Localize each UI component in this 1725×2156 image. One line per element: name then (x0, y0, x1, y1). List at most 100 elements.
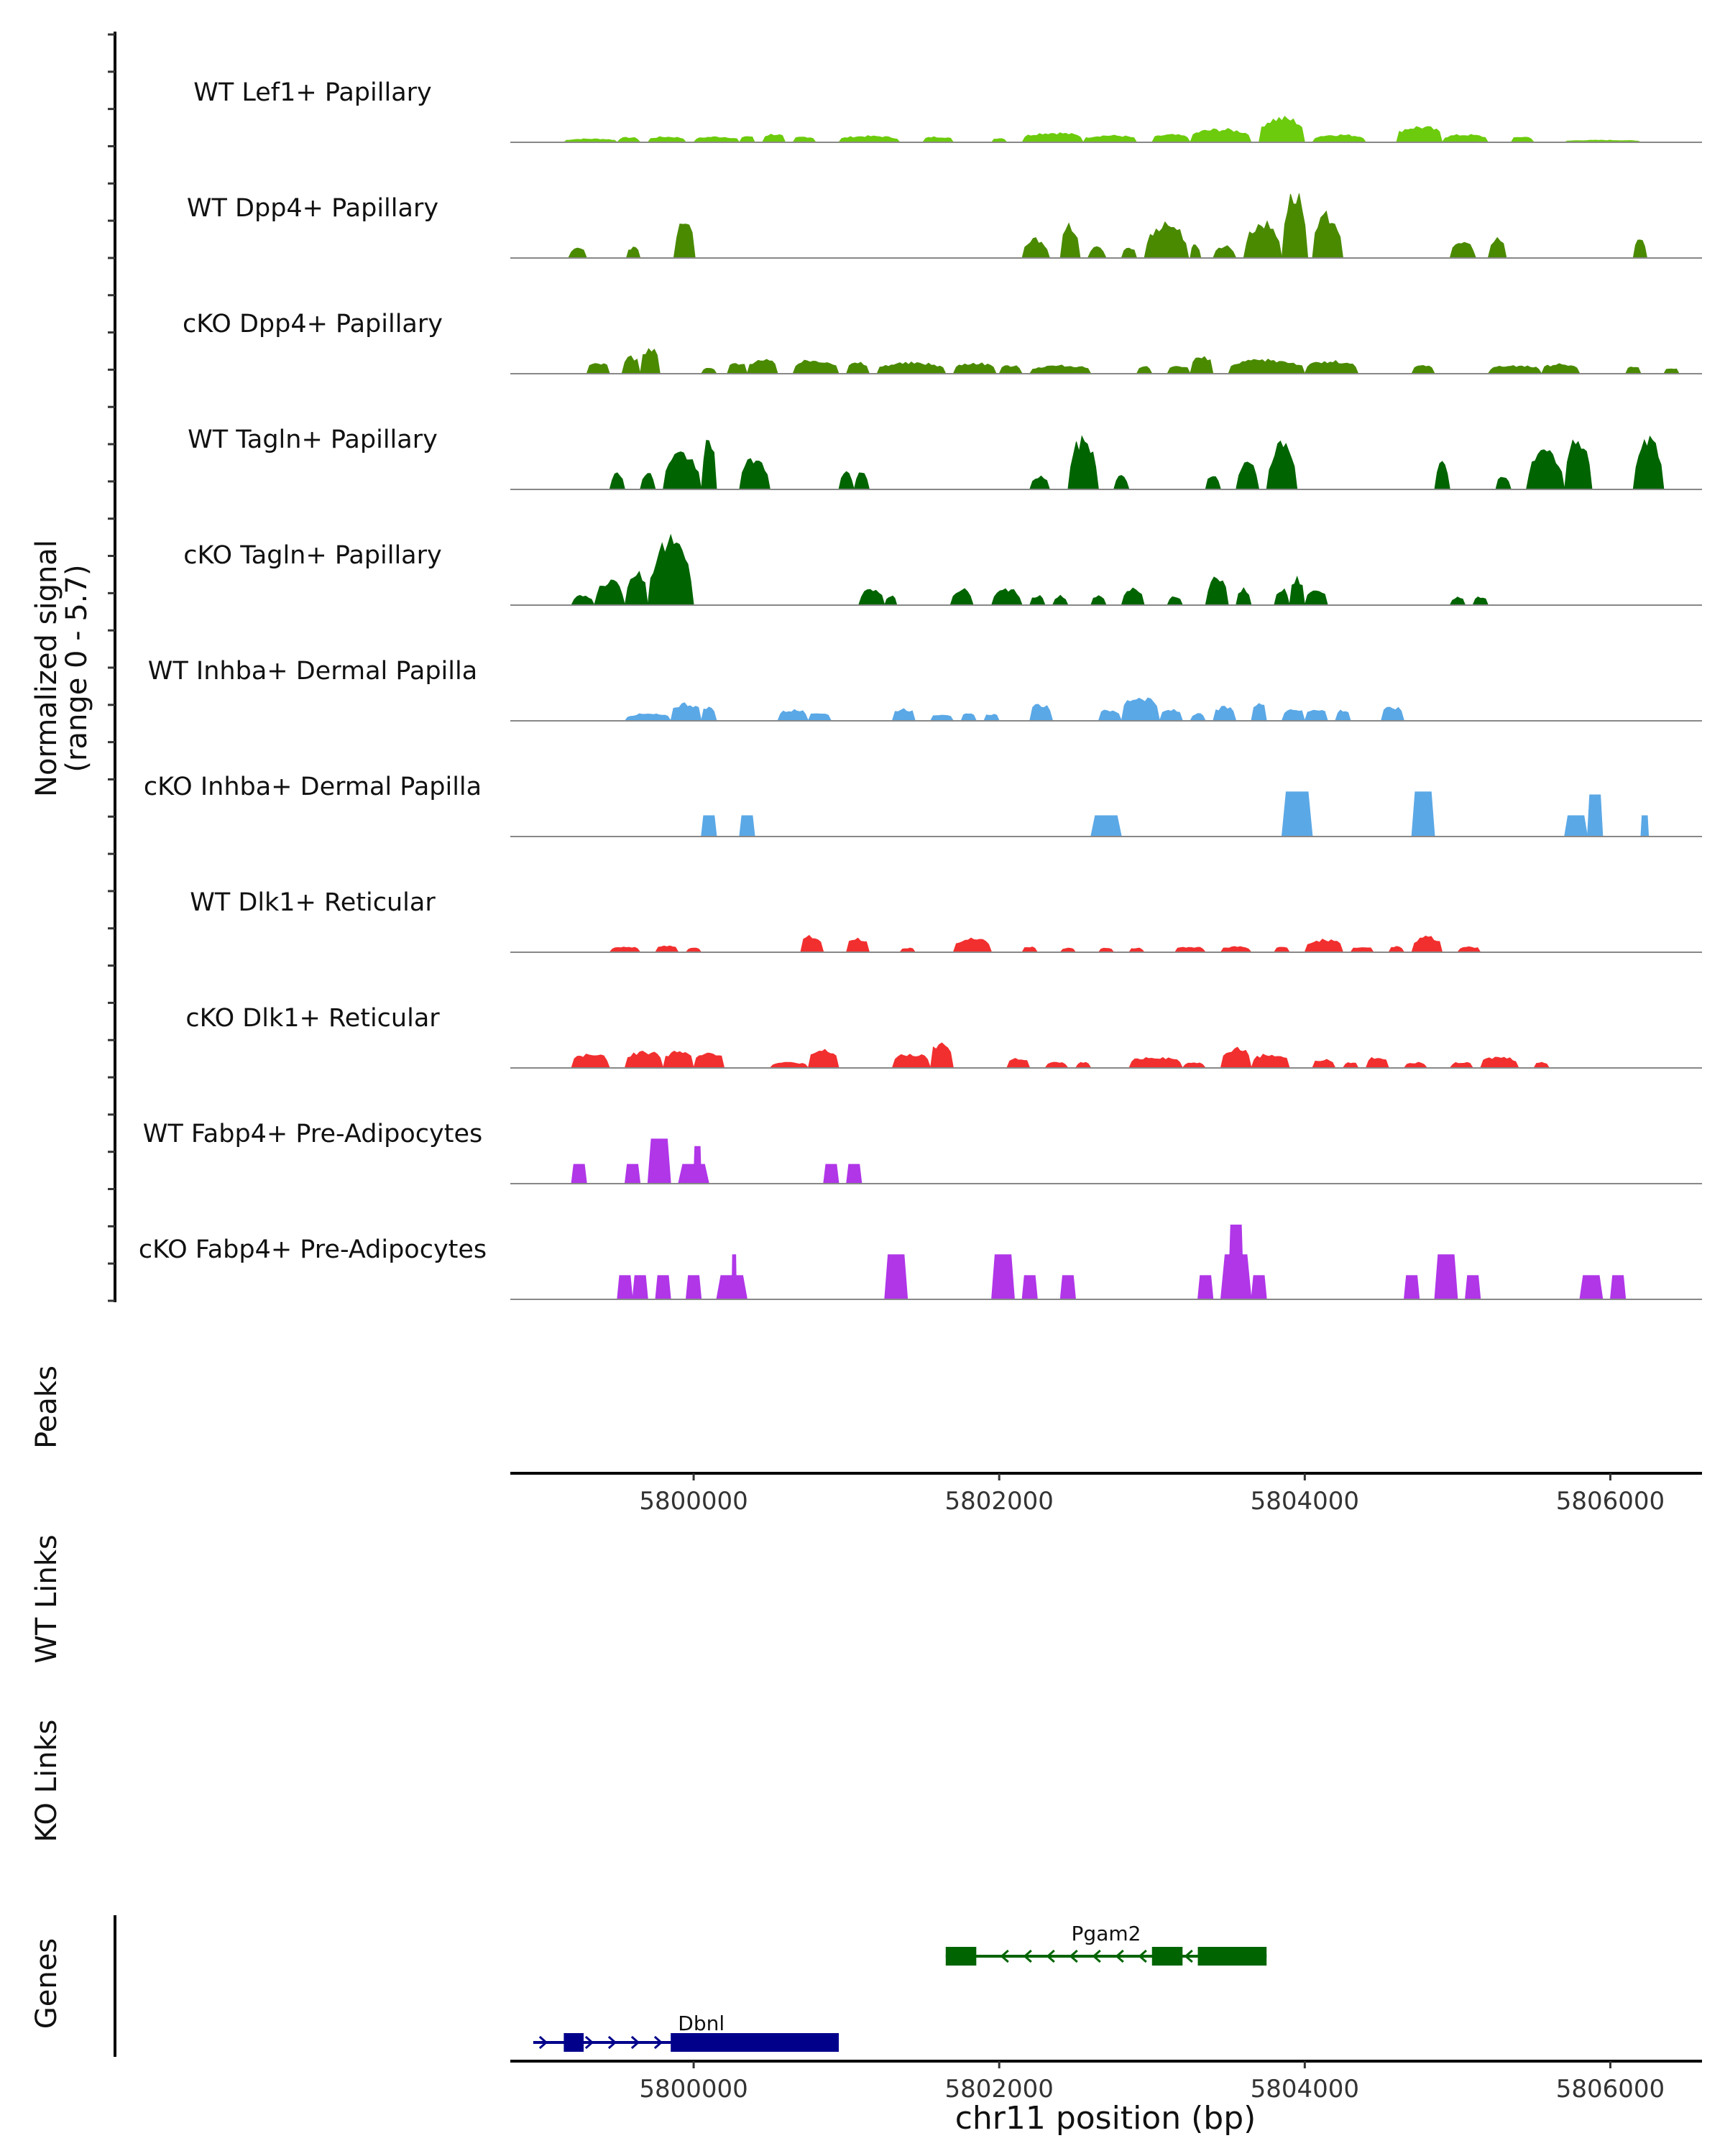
coverage-peak (1281, 709, 1305, 722)
track-label: cKO Dlk1+ Reticular (185, 1004, 440, 1033)
track-2: WT Dpp4+ Papillary (187, 193, 1702, 259)
coverage-peak (846, 1164, 862, 1184)
coverage-peak (1021, 946, 1038, 953)
coverage-peak (1174, 946, 1207, 953)
coverage-peak (617, 137, 641, 143)
coverage-peak (1098, 709, 1123, 722)
coverage-peak (1044, 1061, 1069, 1069)
gene-annotations: Pgam2 Dbnl (533, 1922, 1267, 2052)
strand-arrow-icon (1184, 1949, 1193, 1963)
coverage-peak (568, 247, 588, 259)
coverage-peak (1304, 360, 1359, 374)
gene-exon (945, 1947, 977, 1966)
coverage-peak (800, 934, 824, 953)
coverage-peak (1205, 476, 1221, 490)
coverage-peak (1251, 1275, 1267, 1300)
coverage-peak (1059, 222, 1081, 259)
coverage-peak (670, 702, 702, 722)
coverage-peak (609, 472, 625, 490)
coverage-peak (983, 714, 1000, 722)
gene-label: Pgam2 (1072, 1922, 1141, 1945)
coverage-peak (1190, 128, 1252, 143)
coverage-peak (1236, 461, 1260, 490)
coverage-peak (1632, 239, 1648, 259)
coverage-peak (1312, 134, 1367, 143)
coverage-peak (1289, 575, 1305, 606)
coverage-peak (1090, 815, 1122, 837)
coverage-peak (624, 713, 672, 722)
coverage-peak (1167, 366, 1191, 374)
x-axis-title: chr11 position (bp) (955, 2100, 1256, 2137)
coverage-peak (1274, 588, 1290, 606)
coverage-peak (1121, 697, 1161, 722)
coverage-peak (1579, 1275, 1604, 1300)
coverage-peak (853, 472, 870, 490)
coverage-peak (845, 361, 870, 374)
coverage-peak (1441, 134, 1489, 143)
coverage-peak (1006, 1058, 1031, 1069)
coverage-peak (770, 1061, 809, 1069)
coverage-peak (1220, 1046, 1252, 1069)
track-9: cKO Dlk1+ Reticular (185, 1004, 1702, 1069)
coverage-peak (1403, 1275, 1420, 1300)
coverage-peak (1312, 210, 1344, 259)
signal-y-axis (108, 32, 116, 1302)
coverage-peak (1182, 1062, 1207, 1069)
coverage-peak (1380, 706, 1405, 722)
ko-links-panel-label: KO Links (30, 1720, 63, 1843)
coverage-peak (1059, 1275, 1077, 1300)
coverage-peak (685, 1275, 702, 1300)
coverage-peak (1067, 435, 1099, 490)
coverage-peak (1121, 587, 1145, 606)
genes-x-axis: 5800000 5802000 5804000 5806000 (510, 2060, 1702, 2104)
coverage-peak (571, 1164, 587, 1184)
coverage-peak (700, 368, 717, 374)
coverage-peak (1021, 132, 1084, 143)
strand-arrow-icon (584, 2035, 594, 2050)
coverage-peak (952, 937, 993, 953)
coverage-peak (1190, 713, 1207, 722)
coverage-peak (1533, 1061, 1550, 1069)
coverage-peak (617, 1275, 633, 1300)
x-tick-label: 5806000 (1556, 1487, 1665, 1516)
coverage-peak (1236, 586, 1252, 606)
coverage-peak (1121, 247, 1137, 259)
y-axis-subtitle: (range 0 - 5.7) (60, 564, 93, 772)
strand-arrow-icon (1069, 1949, 1078, 1963)
coverage-peak (1281, 193, 1309, 259)
coverage-peak (647, 533, 694, 606)
track-label: WT Dpp4+ Papillary (187, 194, 438, 223)
x-tick-label: 5802000 (944, 2075, 1053, 2104)
coverage-peak (1541, 363, 1581, 374)
coverage-peak (564, 138, 619, 143)
coverage-peak (1449, 1061, 1474, 1069)
strand-arrow-icon (1092, 1949, 1101, 1963)
strand-arrow-icon (538, 2035, 548, 2050)
coverage-peak (571, 594, 595, 606)
track-label: cKO Inhba+ Dermal Papilla (144, 773, 482, 801)
coverage-peak (701, 815, 717, 837)
coverage-peak (1487, 365, 1542, 374)
coverage-peak (1021, 237, 1051, 259)
coverage-peak (761, 134, 786, 143)
coverage-peak (1190, 356, 1214, 374)
coverage-peak (1029, 364, 1092, 374)
coverage-peak (1259, 116, 1305, 143)
coverage-peak (1495, 476, 1512, 490)
coverage-peak (1304, 939, 1344, 953)
coverage-peak (1190, 244, 1202, 259)
track-3: cKO Dpp4+ Papillary (183, 310, 1702, 374)
coverage-peak (655, 945, 679, 953)
track-8: WT Dlk1+ Reticular (190, 888, 1702, 953)
coverage-peak (663, 451, 702, 490)
coverage-peak (1449, 241, 1476, 259)
coverage-peak (991, 588, 1023, 606)
coverage-peak (1136, 366, 1153, 374)
track-1: WT Lef1+ Papillary (193, 78, 1702, 143)
coverage-peak (1564, 815, 1588, 837)
coverage-peak (1411, 791, 1435, 837)
coverage-peak (1220, 946, 1252, 953)
coverage-peak (1624, 367, 1642, 374)
track-11: cKO Fabp4+ Pre-Adipocytes (139, 1224, 1702, 1300)
